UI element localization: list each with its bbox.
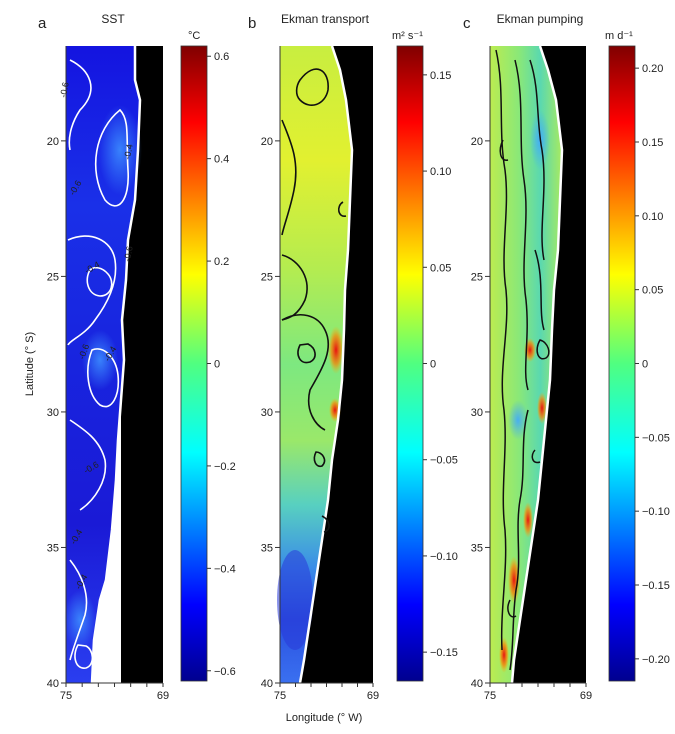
colorbar-tick-label: 0.15 bbox=[430, 70, 451, 82]
colorbar-tick-label: 0 bbox=[642, 359, 648, 371]
pumping-low-patch bbox=[508, 400, 528, 440]
x-axis-label: Longitude (° W) bbox=[286, 712, 363, 724]
y-tick-label: 20 bbox=[47, 136, 59, 148]
y-tick-label: 35 bbox=[47, 542, 59, 554]
sst-anomaly-patch bbox=[82, 330, 118, 390]
y-tick-label: 20 bbox=[471, 136, 483, 148]
colorbar-tick-label: 0.6 bbox=[214, 51, 229, 63]
panel-label-c: c bbox=[463, 15, 471, 32]
contours-a bbox=[67, 59, 129, 669]
panel-title-a: SST bbox=[101, 12, 125, 26]
panel-label-b: b bbox=[248, 15, 256, 32]
y-tick-label: 40 bbox=[261, 678, 273, 690]
y-tick-label: 20 bbox=[261, 136, 273, 148]
coastline-a bbox=[90, 46, 142, 684]
y-tick-label: 25 bbox=[47, 271, 59, 283]
pumping-hotspot bbox=[508, 556, 520, 604]
pumping-hotspot bbox=[499, 637, 509, 673]
colorbar-b bbox=[396, 45, 424, 682]
contours-c bbox=[495, 49, 550, 671]
colorbar-tick-label: −0.20 bbox=[642, 654, 670, 666]
coastline-c bbox=[510, 45, 564, 684]
x-tick-label: 69 bbox=[157, 690, 169, 702]
colorbar-ticks-a: 0.6 0.4 0.2 0 −0.2 −0.4 −0.6 bbox=[207, 51, 236, 678]
y-tick-label: 30 bbox=[47, 407, 59, 419]
panel-label-a: a bbox=[38, 15, 47, 32]
x-tick-label: 69 bbox=[580, 690, 592, 702]
colorbar-tick-label: −0.4 bbox=[214, 563, 236, 575]
colorbar-tick-label: −0.6 bbox=[214, 666, 236, 678]
y-tick-label: 40 bbox=[471, 678, 483, 690]
y-tick-label: 35 bbox=[471, 542, 483, 554]
x-ticks-c: 75 69 bbox=[484, 683, 592, 702]
colorbar-tick-label: 0.4 bbox=[214, 154, 229, 166]
x-ticks-a: 75 69 bbox=[60, 683, 169, 702]
x-tick-label: 75 bbox=[60, 690, 72, 702]
colorbar-tick-label: −0.15 bbox=[642, 580, 670, 592]
colorbar-unit-b: m² s⁻¹ bbox=[392, 30, 423, 42]
colorbar-tick-label: 0 bbox=[214, 359, 220, 371]
x-ticks-b: 75 69 bbox=[274, 683, 379, 702]
x-tick-label: 69 bbox=[367, 690, 379, 702]
panel-b: b Ekman transport 75 69 20 25 30 35 40 m² s⁻¹… bbox=[248, 12, 458, 702]
colorbar-tick-label: −0.05 bbox=[430, 455, 458, 467]
colorbar-tick-label: 0.15 bbox=[642, 137, 663, 149]
transport-low-patch bbox=[277, 550, 313, 650]
colorbar-tick-label: 0.20 bbox=[642, 63, 663, 75]
colorbar-tick-label: 0.2 bbox=[214, 256, 229, 268]
y-tick-label: 35 bbox=[261, 542, 273, 554]
pumping-hotspot bbox=[537, 392, 547, 424]
panel-title-b: Ekman transport bbox=[281, 12, 370, 26]
colorbar-ticks-c: 0.20 0.15 0.10 0.05 0 −0.05 −0.10 −0.15 −0.20 bbox=[635, 63, 670, 666]
panel-title-c: Ekman pumping bbox=[497, 12, 584, 26]
colorbar-tick-label: −0.05 bbox=[642, 432, 670, 444]
y-tick-label: 25 bbox=[471, 271, 483, 283]
colorbar-tick-label: −0.2 bbox=[214, 461, 236, 473]
x-tick-label: 75 bbox=[484, 690, 496, 702]
ocean-field-b bbox=[280, 46, 352, 683]
contour-labels-a: -0.6 -0.6 -0.4 -0.6 -0.4 -0.6 -0.4 -0.4 … bbox=[58, 81, 135, 591]
colorbar-c bbox=[608, 45, 636, 682]
contour-label: -0.6 bbox=[58, 81, 71, 98]
coastline-b bbox=[298, 45, 354, 684]
pumping-hotspot bbox=[523, 502, 533, 538]
y-ticks-a: 20 25 30 35 40 bbox=[47, 136, 66, 690]
colorbar-tick-label: 0.05 bbox=[430, 262, 451, 274]
y-tick-label: 25 bbox=[261, 271, 273, 283]
contour-label: -0.4 bbox=[122, 143, 135, 160]
colorbar-tick-label: 0 bbox=[430, 359, 436, 371]
contour-label: -0.6 bbox=[122, 245, 135, 262]
colorbar-unit-a: °C bbox=[188, 30, 200, 42]
sst-anomaly-patch bbox=[64, 590, 96, 650]
x-tick-label: 75 bbox=[274, 690, 286, 702]
colorbar-tick-label: 0.05 bbox=[642, 285, 663, 297]
colorbar-unit-c: m d⁻¹ bbox=[605, 30, 633, 42]
transport-hotspot bbox=[328, 326, 344, 374]
colorbar-tick-label: −0.10 bbox=[642, 506, 670, 518]
colorbar-ticks-b: 0.15 0.10 0.05 0 −0.05 −0.10 −0.15 bbox=[423, 70, 458, 659]
y-tick-label: 30 bbox=[261, 407, 273, 419]
colorbar-a bbox=[180, 45, 208, 682]
panel-a: a SST -0.6 -0.6 -0.4 -0.6 -0.4 -0.6 bbox=[38, 12, 236, 702]
colorbar-tick-label: 0.10 bbox=[430, 166, 451, 178]
colorbar-tick-label: 0.10 bbox=[642, 211, 663, 223]
y-tick-label: 30 bbox=[471, 407, 483, 419]
contours-b bbox=[281, 68, 347, 533]
sst-anomaly-patch bbox=[98, 105, 142, 195]
y-axis-label: Latitude (° S) bbox=[24, 332, 36, 396]
contour-label: -0.6 bbox=[76, 343, 91, 361]
colorbar-tick-label: −0.15 bbox=[430, 647, 458, 659]
y-tick-label: 40 bbox=[47, 678, 59, 690]
y-ticks-b: 20 25 30 35 40 bbox=[261, 136, 280, 690]
y-ticks-c: 20 25 30 35 40 bbox=[471, 136, 490, 690]
colorbar-tick-label: −0.10 bbox=[430, 551, 458, 563]
